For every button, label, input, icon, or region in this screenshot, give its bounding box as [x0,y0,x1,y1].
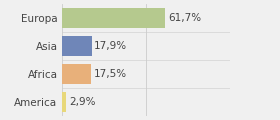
Text: 2,9%: 2,9% [69,97,95,107]
Bar [62,64,91,84]
Bar [62,8,165,28]
Text: 61,7%: 61,7% [168,13,201,23]
Bar [62,92,66,112]
Bar [62,36,92,56]
Text: 17,9%: 17,9% [94,41,127,51]
Text: 17,5%: 17,5% [94,69,127,79]
